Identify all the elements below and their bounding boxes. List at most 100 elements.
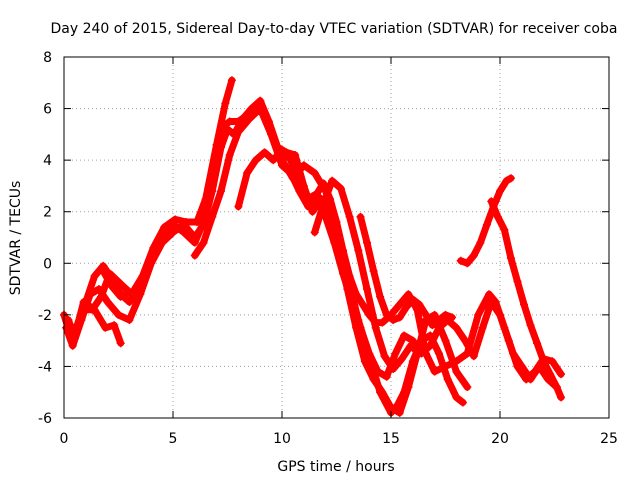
data-point-marker [378, 318, 387, 327]
data-point-marker [408, 295, 417, 304]
data-point-marker [171, 215, 180, 224]
chart-title: Day 240 of 2015, Sidereal Day-to-day VTE… [51, 21, 618, 37]
data-point-marker [387, 403, 395, 412]
data-point-marker [441, 310, 450, 319]
data-point-marker [452, 367, 461, 376]
data-point-marker [522, 375, 531, 384]
data-point-marker [286, 156, 295, 165]
data-point-marker [192, 218, 201, 227]
data-point-marker [434, 316, 443, 325]
x-tick-label: 10 [273, 431, 291, 447]
data-point-marker [548, 357, 557, 366]
data-point-marker [225, 150, 234, 159]
data-point-marker [487, 197, 496, 206]
data-traces [60, 76, 566, 417]
data-point-marker [251, 156, 260, 165]
data-point-marker [86, 290, 95, 299]
data-point-marker [395, 313, 404, 322]
data-point-marker [448, 313, 457, 322]
y-tick-label: 8 [43, 50, 52, 66]
data-point-marker [347, 297, 356, 306]
data-point-marker [243, 169, 252, 178]
data-point-marker [68, 341, 77, 350]
data-point-marker [452, 357, 461, 366]
series-markers-arc-5 [99, 267, 134, 301]
data-point-marker [487, 297, 496, 306]
y-tick-label: 4 [43, 153, 52, 169]
data-point-marker [136, 290, 145, 299]
data-point-marker [291, 150, 300, 159]
data-point-marker [500, 225, 509, 234]
data-point-marker [352, 290, 361, 299]
data-point-marker [360, 357, 369, 366]
data-point-marker [546, 370, 555, 379]
data-point-marker [182, 218, 191, 227]
data-point-marker [319, 179, 328, 188]
data-point-marker [482, 220, 491, 229]
data-point-marker [64, 316, 73, 325]
data-point-marker [557, 393, 566, 402]
data-point-marker [421, 310, 430, 319]
data-point-marker [345, 212, 354, 221]
data-point-marker [125, 297, 134, 306]
data-point-marker [456, 256, 465, 265]
data-point-marker [493, 212, 502, 221]
series-markers-arc-8 [310, 176, 424, 374]
data-point-marker [400, 331, 409, 340]
data-point-marker [278, 161, 286, 170]
data-point-marker [97, 292, 106, 301]
x-axis-label: GPS time / hours [277, 459, 394, 475]
data-point-marker [513, 277, 522, 286]
data-point-marker [90, 272, 99, 281]
data-point-marker [369, 267, 378, 276]
data-point-marker [365, 349, 374, 358]
x-tick-label: 0 [60, 431, 69, 447]
data-point-marker [304, 194, 313, 203]
series-line-arc-5 [99, 267, 133, 301]
series-line-arc-7 [234, 146, 565, 383]
data-point-marker [332, 218, 341, 227]
data-point-marker [319, 199, 328, 208]
data-point-marker [295, 179, 304, 188]
data-point-marker [496, 310, 504, 319]
data-point-marker [463, 383, 472, 392]
data-point-marker [267, 130, 276, 139]
data-point-marker [256, 104, 265, 113]
data-point-marker [225, 117, 234, 126]
data-point-marker [461, 336, 470, 345]
data-point-marker [310, 169, 319, 178]
data-point-marker [138, 272, 147, 281]
x-tick-label: 25 [600, 431, 618, 447]
data-point-marker [397, 354, 406, 363]
data-point-marker [107, 282, 116, 291]
data-point-marker [539, 357, 548, 366]
data-point-marker [441, 336, 450, 345]
data-point-marker [260, 148, 269, 157]
y-tick-label: 6 [43, 102, 52, 118]
data-point-marker [389, 316, 398, 325]
data-point-marker [199, 238, 208, 247]
data-point-marker [406, 341, 415, 350]
x-tick-label: 5 [169, 431, 178, 447]
data-point-marker [363, 285, 372, 294]
data-point-marker [402, 303, 411, 312]
data-point-marker [469, 251, 478, 260]
data-point-marker [201, 194, 210, 203]
data-point-marker [245, 114, 254, 123]
axis-ticks: 0 5 10 15 20 25 -6 -4 -2 0 2 4 6 8 [38, 50, 618, 447]
data-point-marker [149, 243, 158, 252]
y-tick-label: -6 [38, 411, 52, 427]
data-point-marker [428, 321, 437, 330]
data-point-marker [190, 251, 199, 260]
data-point-marker [474, 310, 483, 319]
data-point-marker [125, 287, 134, 296]
x-tick-label: 15 [382, 431, 400, 447]
data-point-marker [216, 187, 225, 196]
y-axis-label: SDTVAR / TECUs [8, 181, 24, 296]
y-tick-label: -2 [38, 308, 52, 324]
data-point-marker [382, 310, 391, 319]
data-point-marker [530, 367, 539, 376]
data-point-marker [310, 228, 319, 237]
data-point-marker [227, 76, 236, 85]
